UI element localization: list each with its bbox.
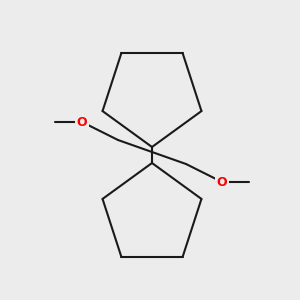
Text: O: O [217,176,227,188]
Text: O: O [77,116,87,128]
